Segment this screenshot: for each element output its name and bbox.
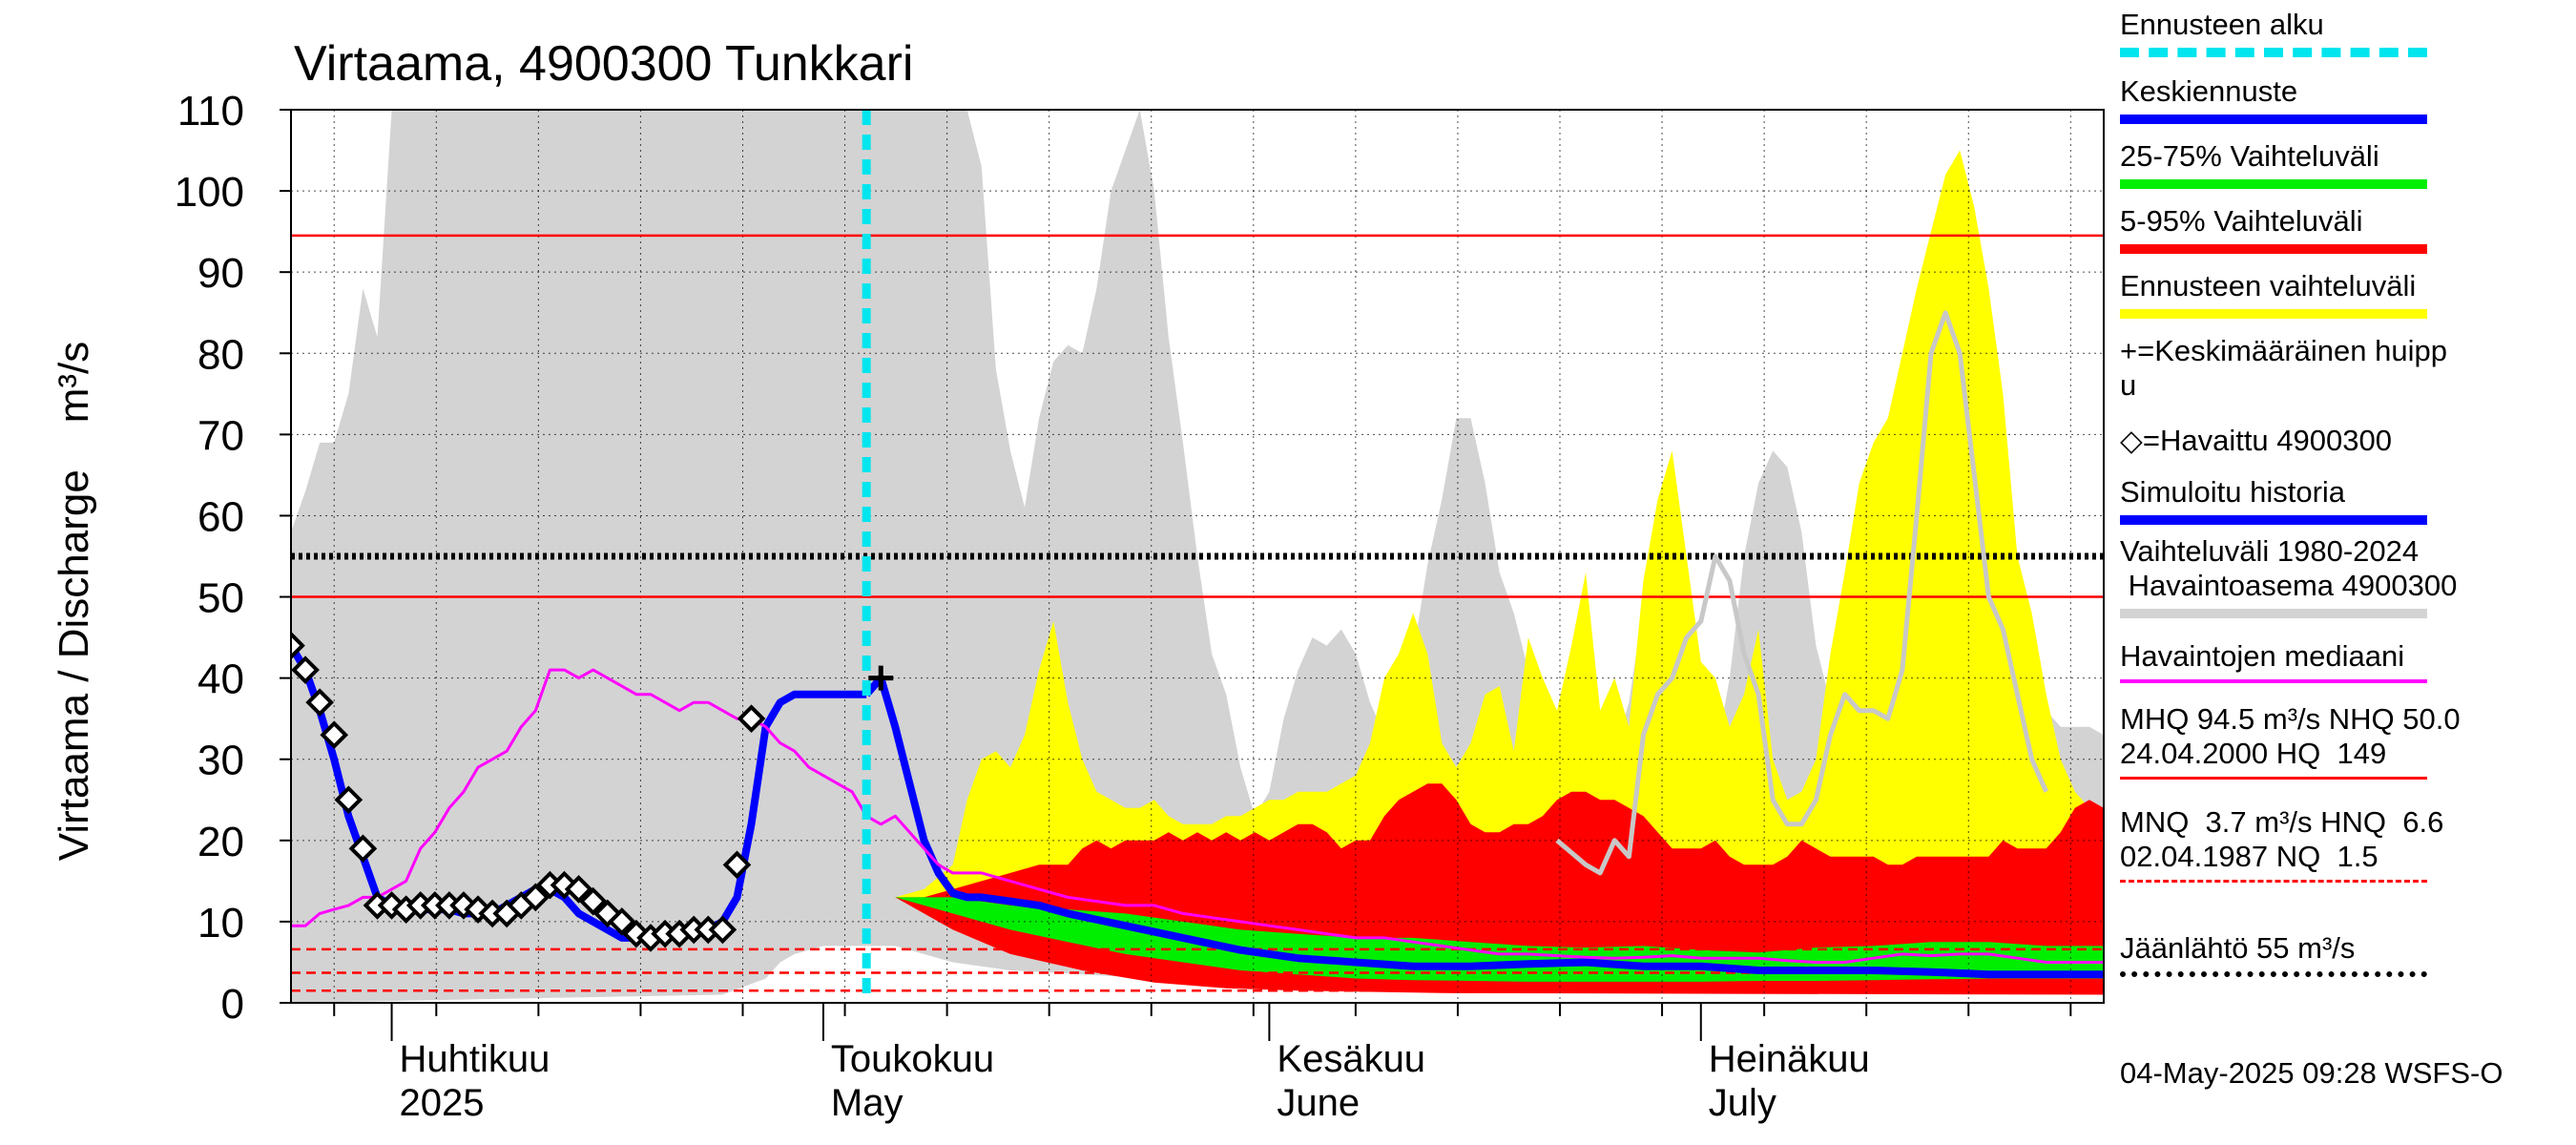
legend-item: Jäänlähtö 55 m³/s	[2120, 931, 2559, 977]
legend: Ennusteen alku Keskiennuste 25-75% Vaihtel…	[2120, 0, 2568, 1145]
y-tick-label: 80	[197, 331, 244, 378]
legend-swatch	[2120, 609, 2427, 618]
x-month-label: Kesäkuu	[1277, 1038, 1425, 1080]
y-tick-label: 110	[177, 88, 244, 135]
y-axis-label: Virtaama / Discharge m³/s	[51, 342, 97, 861]
legend-swatch	[2120, 114, 2427, 124]
legend-label: Havaintojen mediaani	[2120, 639, 2405, 673]
y-tick-label: 70	[197, 412, 244, 459]
x-month-sublabel: July	[1709, 1082, 1776, 1124]
legend-item: +=Keskimääräinen huipp u	[2120, 334, 2559, 403]
legend-item: MHQ 94.5 m³/s NHQ 50.0 24.04.2000 HQ 149	[2120, 702, 2559, 780]
grid-lines	[291, 110, 2104, 1003]
y-tick-label: 0	[221, 981, 244, 1028]
legend-swatch	[2120, 679, 2427, 683]
legend-label: Jäänlähtö 55 m³/s	[2120, 931, 2356, 965]
legend-swatch	[2120, 48, 2427, 57]
observed-point	[305, 688, 334, 717]
legend-item: 25-75% Vaihteluväli	[2120, 139, 2559, 189]
x-month-sublabel: 2025	[400, 1082, 485, 1124]
legend-label: Vaihteluväli 1980-2024 Havaintoasema 490…	[2120, 534, 2458, 602]
legend-item: Havaintojen mediaani	[2120, 639, 2559, 683]
legend-item: Ennusteen alku	[2120, 8, 2559, 57]
y-tick-label: 10	[197, 900, 244, 947]
observed-point	[334, 785, 364, 815]
footer-timestamp: 04-May-2025 09:28 WSFS-O	[2120, 1056, 2503, 1090]
observed-point	[708, 915, 737, 945]
y-tick-label: 30	[197, 738, 244, 784]
y-tick-label: 60	[197, 493, 244, 540]
legend-label: Simuloitu historia	[2120, 475, 2346, 509]
legend-item: Simuloitu historia	[2120, 475, 2559, 525]
y-tick-label: 20	[197, 819, 244, 865]
x-month-sublabel: May	[831, 1082, 904, 1124]
legend-swatch	[2120, 777, 2427, 780]
legend-item: ◇=Havaittu 4900300	[2120, 424, 2559, 458]
discharge-chart: Virtaama, 4900300 Tunkkari Virtaama / Di…	[51, 36, 2105, 1124]
observed-point	[737, 704, 766, 734]
observed-point	[564, 875, 593, 904]
legend-label: Ennusteen alku	[2120, 8, 2324, 41]
x-month-label: Toukokuu	[831, 1038, 994, 1080]
observed-point	[291, 631, 305, 660]
x-month-sublabel: June	[1277, 1082, 1360, 1124]
legend-swatch	[2120, 971, 2427, 977]
observed-point	[607, 907, 636, 936]
observed-point	[722, 850, 752, 880]
observed-point	[320, 720, 349, 750]
mean-forecast-line	[863, 674, 2104, 979]
observed-point	[521, 883, 551, 912]
x-month-label: Heinäkuu	[1709, 1038, 1870, 1080]
legend-label: MHQ 94.5 m³/s NHQ 50.0 24.04.2000 HQ 149	[2120, 702, 2461, 770]
legend-item: Vaihteluväli 1980-2024 Havaintoasema 490…	[2120, 534, 2559, 618]
observation-median-line	[291, 668, 2104, 964]
y-tick-label: 40	[197, 656, 244, 703]
legend-swatch	[2120, 179, 2427, 189]
y-tick-label: 50	[197, 575, 244, 622]
x-month-label: Huhtikuu	[400, 1038, 551, 1080]
forecast-upper-quantile-line	[1555, 310, 2048, 876]
chart-title: Virtaama, 4900300 Tunkkari	[294, 36, 913, 92]
legend-label: ◇=Havaittu 4900300	[2120, 424, 2392, 457]
mean-peak-marker	[868, 665, 894, 691]
legend-label: Ennusteen vaihteluväli	[2120, 269, 2417, 302]
legend-item: Keskiennuste	[2120, 74, 2559, 124]
legend-label: MNQ 3.7 m³/s HNQ 6.6 02.04.1987 NQ 1.5	[2120, 805, 2444, 873]
legend-label: Keskiennuste	[2120, 74, 2298, 108]
legend-label: 25-75% Vaihteluväli	[2120, 139, 2379, 173]
observed-point	[348, 834, 378, 864]
y-tick-label: 100	[175, 169, 244, 216]
legend-swatch	[2120, 515, 2427, 525]
legend-swatch	[2120, 880, 2427, 883]
legend-item: MNQ 3.7 m³/s HNQ 6.6 02.04.1987 NQ 1.5	[2120, 805, 2559, 883]
legend-swatch	[2120, 309, 2427, 319]
observed-point	[578, 886, 608, 916]
legend-item: Ennusteen vaihteluväli	[2120, 269, 2559, 319]
legend-swatch	[2120, 244, 2427, 254]
legend-item: 5-95% Vaihteluväli	[2120, 204, 2559, 254]
y-tick-label: 90	[197, 250, 244, 297]
legend-label: 5-95% Vaihteluväli	[2120, 204, 2363, 238]
legend-label: +=Keskimääräinen huipp u	[2120, 334, 2447, 402]
plot-frame	[290, 109, 2105, 1004]
observed-point	[291, 656, 320, 684]
